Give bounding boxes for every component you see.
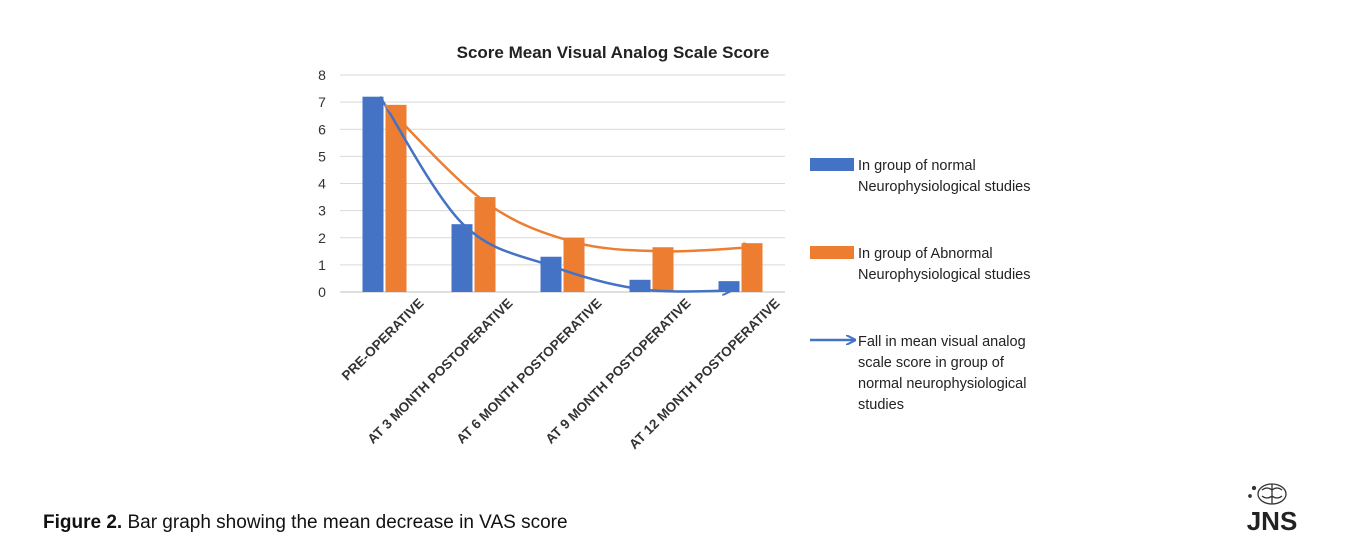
bar [474,197,496,292]
trend-arrow [378,96,730,292]
x-tick-label: PRE-OPERATIVE [339,296,427,384]
legend-swatch [810,158,854,171]
y-tick-label: 5 [318,148,326,164]
y-tick-label: 1 [318,257,326,273]
y-tick-label: 7 [318,94,326,110]
figure-caption: Figure 2. Bar graph showing the mean dec… [43,512,568,534]
trend-arrows [378,96,751,292]
y-tick-label: 8 [318,67,326,83]
legend-label: Fall in mean visual analog [858,334,1026,350]
brain-icon [1248,483,1287,505]
legend-label: studies [858,397,904,413]
y-tick-label: 0 [318,284,326,300]
legend-label: Neurophysiological studies [858,267,1031,283]
y-axis: 0 1 2 3 4 5 6 7 8 [318,67,326,300]
bar [652,247,674,292]
bar [563,237,585,292]
x-tick-label: AT 3 MONTH POSTOPERATIVE [364,296,515,447]
bars [362,96,763,293]
caption-label: Figure 2. [43,512,123,533]
x-tick-label: AT 6 MONTH POSTOPERATIVE [453,296,604,447]
x-tick-label: AT 12 MONTH POSTOPERATIVE [626,296,782,452]
logo-text: JNS [1247,506,1298,536]
bar [741,243,763,292]
y-tick-label: 3 [318,203,326,219]
bar [362,96,384,292]
chart-title: Score Mean Visual Analog Scale Score [457,43,770,62]
legend-label: In group of normal [858,158,976,174]
legend-label: In group of Abnormal [858,246,993,262]
y-tick-label: 4 [318,176,326,192]
bar [385,104,407,293]
legend-label: normal neurophysiological [858,376,1026,392]
journal-logo: JNS [1247,483,1298,536]
legend-label: Neurophysiological studies [858,179,1031,195]
y-tick-label: 6 [318,121,326,137]
bar [540,256,562,292]
bar [451,224,473,292]
legend-swatch [810,246,854,259]
legend: In group of normal Neurophysiological stu… [810,158,1031,413]
legend-label: scale score in group of [858,355,1005,371]
y-tick-label: 2 [318,230,326,246]
trend-arrow [384,103,751,253]
caption-text: Bar graph showing the mean decrease in V… [122,512,568,533]
grid [340,74,785,293]
x-tick-label: AT 9 MONTH POSTOPERATIVE [542,296,693,447]
